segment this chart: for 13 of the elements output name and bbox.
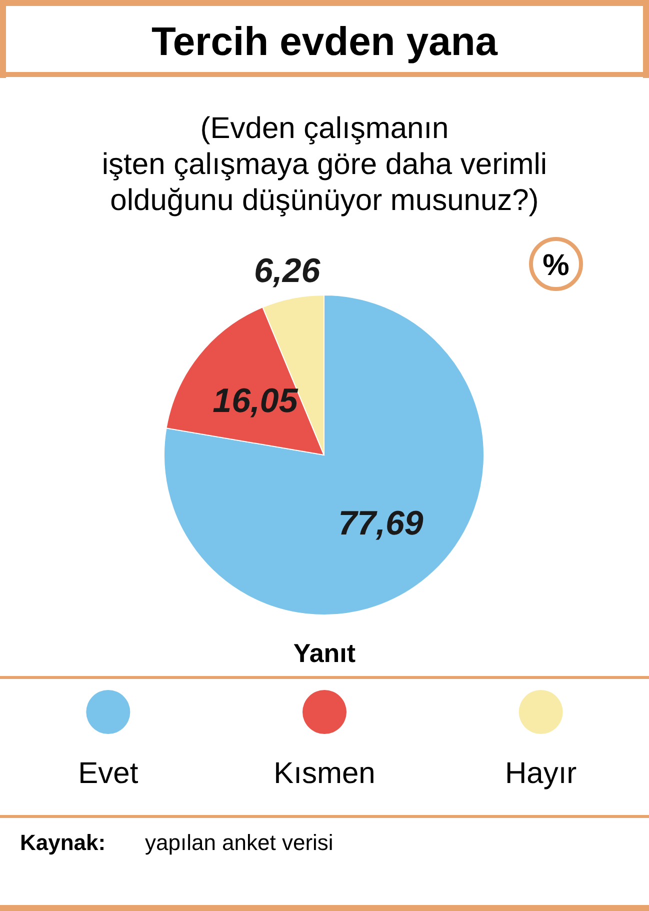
chart-subtitle: (Evden çalışmanın işten çalışmaya göre daha verimli olduğunu düşünüyor musunuz?) — [102, 112, 548, 217]
pie-slice — [164, 294, 484, 616]
data-label: 6,26 — [254, 252, 322, 290]
legend-label: Kısmen — [274, 757, 376, 790]
legend-label: Hayır — [504, 757, 577, 790]
data-label: 77,69 — [338, 504, 424, 542]
legend-title: Yanıt — [293, 638, 356, 668]
text: yapılan anket verisi — [145, 830, 334, 855]
data-label: 16,05 — [212, 382, 299, 420]
legend-label: Evet — [78, 757, 139, 790]
text: Kaynak: — [20, 830, 106, 855]
chart-title: Tercih evden yana — [151, 20, 498, 64]
text: % — [542, 249, 570, 282]
